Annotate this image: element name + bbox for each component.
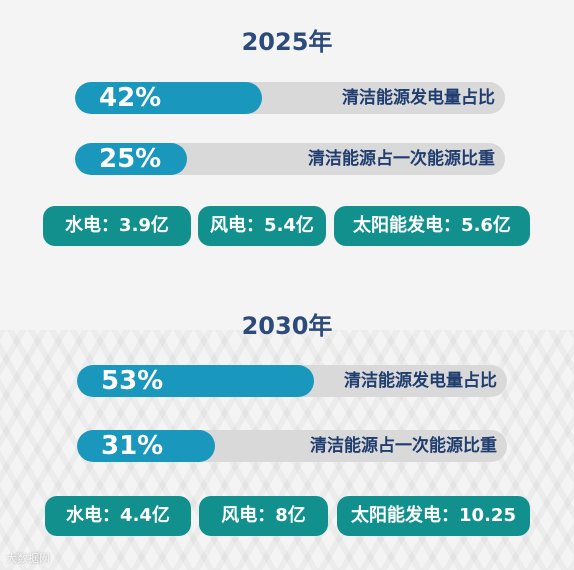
bar-label: 清洁能源占一次能源比重 xyxy=(310,436,497,456)
bar-percent: 31% xyxy=(101,431,164,461)
bar-label: 清洁能源占一次能源比重 xyxy=(308,149,495,169)
pill-solar-2025: 太阳能发电：5.6亿 xyxy=(334,206,530,246)
bar-percent: 42% xyxy=(99,83,162,113)
pill-hydro-2025: 水电：3.9亿 xyxy=(43,206,191,246)
bar-primary-energy-share-2025: 25% 清洁能源占一次能源比重 xyxy=(75,143,505,175)
bar-label: 清洁能源发电量占比 xyxy=(344,371,497,391)
bar-generation-share-2025: 42% 清洁能源发电量占比 xyxy=(75,82,505,114)
pill-wind-2030: 风电：8亿 xyxy=(199,496,328,536)
pill-wind-2025: 风电：5.4亿 xyxy=(198,206,326,246)
bar-fill xyxy=(77,365,314,397)
pill-hydro-2030: 水电：4.4亿 xyxy=(45,496,191,536)
bar-label: 清洁能源发电量占比 xyxy=(342,88,495,108)
year-title-2030: 2030年 xyxy=(241,312,333,340)
bar-primary-energy-share-2030: 31% 清洁能源占一次能源比重 xyxy=(77,430,507,462)
watermark: 大数据网 xyxy=(6,552,50,565)
bar-percent: 53% xyxy=(101,366,164,396)
bar-fill xyxy=(75,82,262,114)
bar-generation-share-2030: 53% 清洁能源发电量占比 xyxy=(77,365,507,397)
bar-fill xyxy=(77,430,215,462)
bar-percent: 25% xyxy=(99,144,162,174)
bar-fill xyxy=(75,143,187,175)
year-title-2025: 2025年 xyxy=(241,28,333,56)
pill-solar-2030: 太阳能发电：10.25 xyxy=(337,496,530,536)
